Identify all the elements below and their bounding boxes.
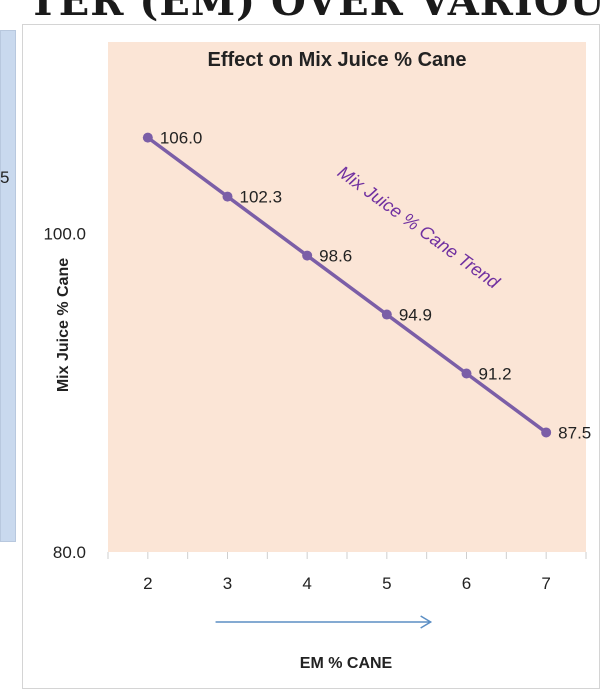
x-tick-label: 5 xyxy=(382,574,391,593)
data-point xyxy=(222,191,233,202)
data-point xyxy=(461,368,472,379)
x-tick-label: 2 xyxy=(143,574,152,593)
data-label: 106.0 xyxy=(160,129,203,148)
x-tick-label: 6 xyxy=(462,574,471,593)
x-tick-label: 7 xyxy=(541,574,550,593)
data-point xyxy=(142,132,153,143)
y-axis-label: Mix Juice % Cane xyxy=(55,258,72,392)
x-axis-label: EM % CANE xyxy=(300,655,393,672)
left-panel-fragment xyxy=(0,30,16,542)
x-tick-label: 3 xyxy=(223,574,232,593)
data-label: 87.5 xyxy=(558,423,591,442)
arrow-head xyxy=(420,615,433,629)
annotation-layer: Mix Juice % Cane Trend xyxy=(334,162,504,293)
top-banner-fragment: TER (EM) OVER VARIOUS NOR xyxy=(0,0,603,22)
data-point xyxy=(381,309,392,320)
x-direction-arrow xyxy=(215,615,433,629)
plot-area xyxy=(108,42,586,552)
banner-text: TER (EM) OVER VARIOUS NOR xyxy=(28,0,603,22)
y-tick-label: 100.0 xyxy=(43,224,86,243)
series-line xyxy=(146,136,548,434)
data-point xyxy=(541,427,552,438)
chart-title: Effect on Mix Juice % Cane xyxy=(208,49,467,71)
y-tick-labels: 80.0 100.0 xyxy=(43,224,86,562)
left-text-fragment: 5 xyxy=(0,168,10,187)
series-layer: 106.0 102.3 98.6 94.9 91.2 87.5 xyxy=(142,129,591,442)
x-tick-labels: 2 3 4 5 6 7 xyxy=(107,552,587,593)
data-label: 102.3 xyxy=(240,188,283,207)
data-label: 94.9 xyxy=(399,306,432,325)
y-tick-label: 80.0 xyxy=(53,543,86,562)
data-label: 98.6 xyxy=(319,247,352,266)
data-point xyxy=(302,250,313,261)
trend-annotation: Mix Juice % Cane Trend xyxy=(334,162,504,293)
data-label: 91.2 xyxy=(479,365,512,384)
x-tick-label: 4 xyxy=(302,574,311,593)
